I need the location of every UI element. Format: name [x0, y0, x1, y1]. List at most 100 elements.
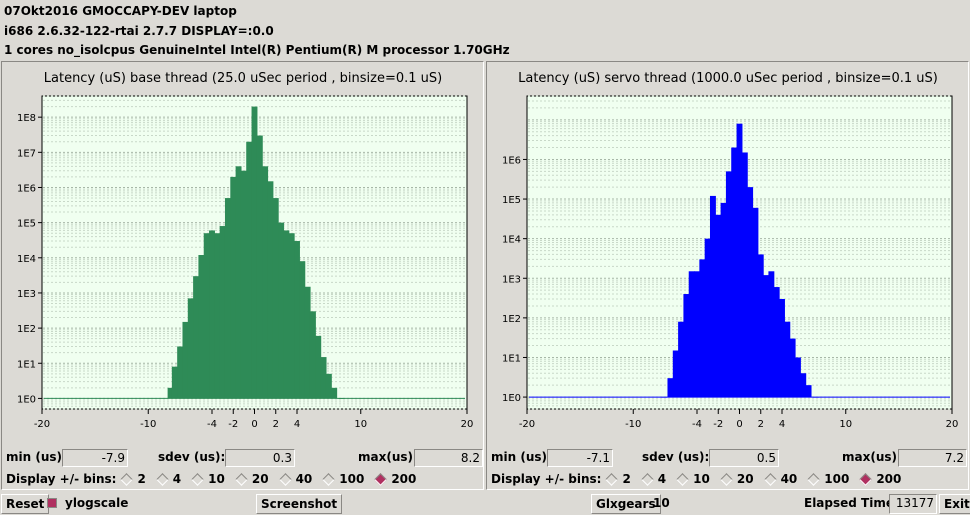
servo-bins-radio-200[interactable]: 200 [857, 472, 901, 486]
radio-indicator[interactable] [859, 472, 873, 486]
servo-bar [715, 214, 722, 398]
base-x-tick-label: -2 [228, 419, 238, 430]
servo-bar [741, 152, 748, 398]
base-y-tick-label: 1E3 [17, 289, 36, 300]
servo-bins-radio-label: 20 [736, 472, 754, 486]
radio-indicator[interactable] [719, 472, 733, 486]
base-max-label: max(us) [358, 450, 413, 464]
checkbox-indicator[interactable] [47, 498, 57, 508]
base-bar [219, 226, 226, 399]
servo-bins-radio-label: 10 [693, 472, 710, 486]
radio-indicator[interactable] [640, 472, 654, 486]
servo-bins-radio-label: 40 [780, 472, 798, 486]
radio-indicator[interactable] [234, 472, 248, 486]
base-bar [262, 166, 269, 399]
radio-indicator[interactable] [191, 472, 205, 486]
servo-bar [694, 271, 700, 398]
servo-bins-radio-4[interactable]: 4 [639, 472, 666, 486]
base-x-tick-label: 2 [273, 419, 279, 430]
radio-indicator[interactable] [278, 472, 292, 486]
cpu-info: 1 cores no_isolcpus GenuineIntel Intel(R… [4, 43, 510, 57]
base-bar [240, 170, 247, 399]
servo-bins-radio-20[interactable]: 20 [718, 472, 754, 486]
base-sdev-row: sdev (us): [158, 450, 225, 464]
servo-min-label: min (us) [491, 450, 547, 464]
base-bar [182, 321, 189, 399]
servo-y-tick-label: 1E0 [502, 393, 521, 404]
servo-bar [720, 202, 727, 398]
ylogscale-label: ylogscale [65, 496, 129, 510]
servo-bar [813, 397, 819, 398]
servo-x-tick-label: -10 [625, 419, 641, 430]
base-bins-radio-20[interactable]: 20 [233, 472, 269, 486]
servo-bar [752, 207, 759, 398]
reset-button[interactable]: Reset [1, 494, 50, 514]
servo-min-value: -7.1 [547, 449, 613, 467]
servo-bar [699, 259, 706, 398]
kernel-info: i686 2.6.32-122-rtai 2.7.7 DISPLAY=:0.0 [4, 24, 274, 38]
base-bar [198, 255, 205, 399]
base-bar [278, 222, 285, 399]
servo-bar [736, 123, 743, 398]
servo-max-value: 7.2 [898, 449, 967, 467]
servo-min-row: min (us) [491, 450, 547, 464]
radio-indicator[interactable] [763, 472, 777, 486]
base-bar [167, 387, 174, 399]
glxgears-count: 10 [653, 496, 670, 510]
base-bars [167, 106, 345, 399]
base-bar [288, 233, 295, 399]
radio-indicator[interactable] [120, 472, 134, 486]
servo-bins-radio-10[interactable]: 10 [674, 472, 710, 486]
base-bar [214, 233, 221, 399]
radio-indicator[interactable] [155, 472, 169, 486]
base-max-value: 8.2 [414, 449, 483, 467]
elapsed-label: Elapsed Time: [804, 496, 899, 510]
servo-bar [688, 271, 695, 398]
servo-bins-radio-label: 200 [876, 472, 902, 486]
servo-sdev-label: sdev (us): [642, 450, 710, 464]
base-x-tick-label: 0 [251, 419, 257, 430]
servo-thread-panel: Latency (uS) servo thread (1000.0 uSec p… [486, 61, 969, 490]
radio-indicator[interactable] [374, 472, 388, 486]
servo-bar [768, 271, 775, 398]
servo-bar [709, 195, 716, 398]
radio-indicator[interactable] [605, 472, 619, 486]
base-x-tick-label: 20 [461, 419, 474, 430]
base-bar [294, 241, 300, 399]
base-bins-radio-200[interactable]: 200 [372, 472, 416, 486]
base-bins-radio-40[interactable]: 40 [277, 472, 312, 486]
base-bar [283, 230, 290, 399]
servo-bar [757, 254, 764, 398]
servo-bins-radio-100[interactable]: 100 [805, 472, 849, 486]
base-y-tick-label: 1E5 [17, 219, 36, 230]
servo-x-tick-label: -4 [692, 419, 702, 430]
base-bins-radio-10[interactable]: 10 [189, 472, 225, 486]
base-bar [177, 346, 184, 399]
base-bins-radio-label: 10 [208, 472, 225, 486]
base-bar [251, 106, 258, 399]
radio-indicator[interactable] [322, 472, 336, 486]
base-bins-selector: Display +/- bins: 2 4 10 20 40 100 200 [6, 472, 424, 486]
servo-bar [784, 321, 791, 398]
exit-button[interactable]: Exit [939, 494, 970, 514]
base-bar [325, 373, 332, 399]
radio-indicator[interactable] [676, 472, 690, 486]
servo-x-tick-label: -2 [713, 419, 723, 430]
base-bins-radio-2[interactable]: 2 [118, 472, 146, 486]
servo-bins-radio-2[interactable]: 2 [603, 472, 631, 486]
servo-bar [747, 187, 754, 398]
base-bins-radio-4[interactable]: 4 [154, 472, 181, 486]
servo-x-tick-label: 2 [758, 419, 764, 430]
base-x-tick-label: 4 [294, 419, 300, 430]
radio-indicator[interactable] [807, 472, 821, 486]
servo-bar [672, 350, 679, 398]
glxgears-button[interactable]: Glxgears [591, 494, 661, 514]
servo-bar [779, 298, 785, 398]
ylogscale-checkbox[interactable]: ylogscale [47, 496, 128, 510]
servo-bins-radio-label: 4 [657, 472, 667, 486]
base-bins-radio-100[interactable]: 100 [320, 472, 364, 486]
screenshot-button[interactable]: Screenshot [256, 494, 343, 514]
servo-bins-radio-40[interactable]: 40 [762, 472, 798, 486]
base-x-tick-label: -10 [140, 419, 156, 430]
base-x-tick-label: 10 [354, 419, 367, 430]
